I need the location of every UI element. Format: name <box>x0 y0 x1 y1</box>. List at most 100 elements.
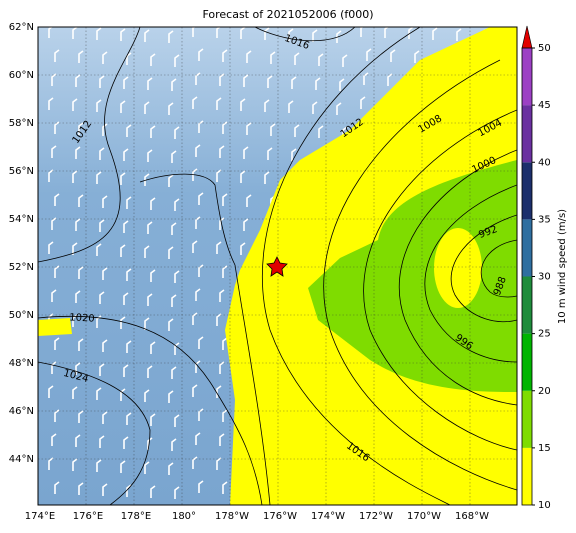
wind-barb <box>168 174 174 187</box>
wind-barb <box>171 366 177 379</box>
wind-barb <box>99 291 105 304</box>
colorbar-segment <box>522 105 532 163</box>
wind-barb <box>168 318 174 331</box>
wind-barb <box>126 412 132 425</box>
wind-barb <box>312 101 318 114</box>
wind-barb <box>264 27 270 40</box>
lon-label: 178°E <box>121 511 151 522</box>
wind-barb <box>168 390 174 403</box>
wind-barb <box>150 53 156 66</box>
wind-barb <box>168 246 174 259</box>
wind-barb <box>144 245 150 258</box>
wind-barb <box>144 173 150 186</box>
wind-barb <box>51 145 57 158</box>
wind-barb <box>174 270 180 283</box>
wind-barb <box>102 123 108 136</box>
wind-barb <box>144 29 150 42</box>
wind-barb <box>150 125 156 138</box>
wind-barb <box>96 171 102 184</box>
wind-barb <box>72 98 78 111</box>
lon-label: 170°W <box>407 511 441 522</box>
wind-barb <box>102 483 108 496</box>
wind-barb <box>96 315 102 328</box>
wind-barb <box>222 481 228 494</box>
wind-barb <box>72 386 78 399</box>
isobar <box>139 173 271 505</box>
wind-barb <box>144 461 150 474</box>
wind-barb <box>120 388 126 401</box>
wind-barb <box>246 122 252 135</box>
wind-barb <box>216 457 222 470</box>
wind-barb <box>102 51 108 64</box>
lon-label: 174°E <box>25 511 55 522</box>
wind-barb <box>54 49 60 62</box>
wind-barb <box>75 362 81 375</box>
map-title: Forecast of 2021052006 (f000) <box>202 8 373 21</box>
lat-label: 52°N <box>9 262 34 273</box>
wind-barb <box>456 28 462 41</box>
colorbar-segment <box>522 333 532 391</box>
wind-barb <box>54 481 60 494</box>
wind-barb <box>342 54 348 67</box>
lat-label: 46°N <box>9 406 34 417</box>
wind-barb <box>102 267 108 280</box>
wind-barb <box>126 340 132 353</box>
wind-barb <box>288 100 294 113</box>
wind-barb <box>78 266 84 279</box>
wind-barb <box>291 148 297 161</box>
colorbar-segment <box>522 162 532 220</box>
wind-barb <box>222 337 228 350</box>
isobar <box>38 361 151 505</box>
wind-barb <box>120 28 126 41</box>
wind-barb <box>126 124 132 137</box>
wind-barb <box>54 265 60 278</box>
wind-barb <box>294 124 300 137</box>
colorbar-segment <box>522 276 532 334</box>
wind-barb <box>96 459 102 472</box>
wind-barb <box>102 411 108 424</box>
wind-barb <box>222 409 228 422</box>
wind-barb <box>246 50 252 63</box>
wind-barb <box>432 27 438 40</box>
wind-barb <box>219 145 225 158</box>
wind-barb <box>120 460 126 473</box>
wind-barb <box>78 50 84 63</box>
wind-barb <box>315 77 321 90</box>
isobar <box>323 59 517 491</box>
wind-barb <box>246 194 252 207</box>
wind-barb <box>147 437 153 450</box>
wind-barb <box>198 408 204 421</box>
wind-barb <box>360 27 364 37</box>
wind-barb <box>216 313 222 326</box>
wind-barb <box>270 51 276 64</box>
wind-barb <box>243 218 249 231</box>
map-area <box>38 27 517 505</box>
isobar <box>38 315 263 505</box>
wind-barb <box>240 170 246 183</box>
wind-barb <box>54 409 60 422</box>
wind-barb <box>147 221 153 234</box>
wind-barb <box>171 438 177 451</box>
lat-label: 50°N <box>9 310 34 321</box>
colorbar-tick-label: 40 <box>538 157 551 168</box>
wind-barb <box>51 217 57 230</box>
wind-barb <box>216 97 222 110</box>
wind-barb <box>219 73 225 86</box>
wind-barb <box>78 482 84 495</box>
wind-barb <box>222 193 228 206</box>
wind-barb <box>96 27 102 40</box>
wind-barb <box>54 121 60 134</box>
wind-barb <box>99 363 105 376</box>
isobar <box>450 214 517 323</box>
wind-barb <box>120 100 126 113</box>
wind-barb <box>147 149 153 162</box>
wind-barb <box>192 456 198 469</box>
wind-barb <box>48 97 54 110</box>
wind-barb <box>195 432 201 445</box>
wind-barb <box>174 198 180 211</box>
wind-barb <box>174 126 180 139</box>
wind-barb <box>48 241 54 254</box>
wind-barb <box>48 27 53 38</box>
wind-barb <box>222 49 228 62</box>
wind-barb <box>219 361 225 374</box>
